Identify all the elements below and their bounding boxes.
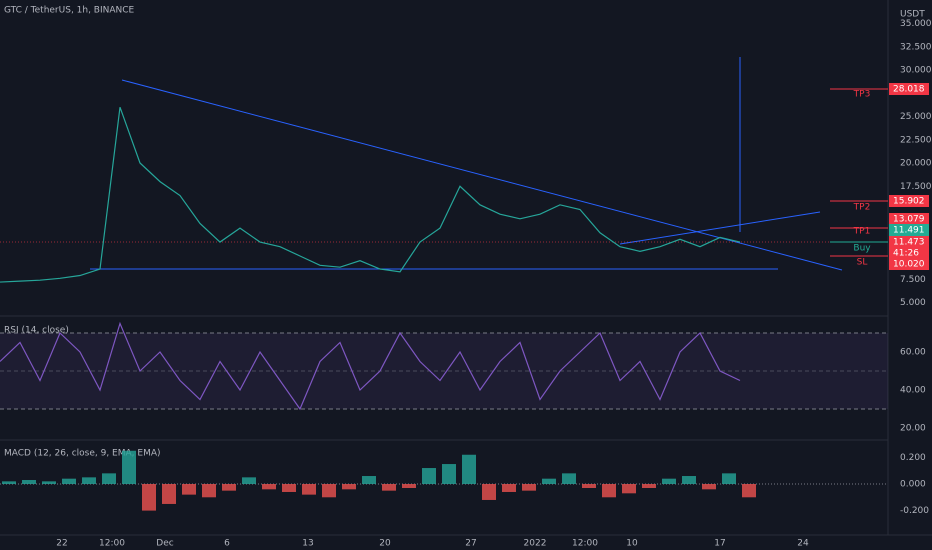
time-tick: 13	[302, 539, 313, 549]
time-tick: 12:00	[99, 539, 125, 549]
macd-bar	[142, 484, 156, 511]
time-tick: 27	[465, 539, 476, 549]
trend-line	[619, 211, 821, 245]
macd-bar	[22, 480, 36, 484]
price-tick: 35.000	[900, 19, 932, 29]
price-tick: 22.500	[900, 135, 932, 145]
price-label-bg	[889, 247, 929, 259]
price-label-bg	[889, 195, 929, 207]
macd-bar	[262, 484, 276, 490]
currency: USDT	[900, 10, 925, 20]
time-tick: 22	[56, 539, 67, 549]
price-tick: 5.000	[900, 298, 926, 308]
price-label: 10.020	[893, 260, 925, 270]
macd-bar	[82, 477, 96, 484]
price-label: 11.491	[893, 226, 925, 236]
macd-bar	[362, 476, 376, 484]
macd-tick: 0.000	[900, 480, 926, 490]
price-label: 13.079	[893, 215, 925, 225]
macd-bar	[222, 484, 236, 491]
price-label-bg	[889, 83, 929, 95]
macd-bar	[282, 484, 296, 492]
price-tick: 20.000	[900, 159, 932, 169]
macd-bar	[402, 484, 416, 488]
macd-bar	[382, 484, 396, 491]
level-label: TP2	[853, 203, 871, 213]
rsi-tick: 40.00	[900, 386, 926, 396]
macd-bar	[562, 473, 576, 484]
macd-bar	[182, 484, 196, 495]
macd-bar	[62, 478, 76, 484]
time-tick: 6	[224, 539, 230, 549]
price-tick: 17.500	[900, 182, 932, 192]
rsi-line	[0, 321, 741, 411]
time-tick: 24	[797, 539, 809, 549]
price-label-bg	[889, 224, 929, 236]
rsi-tick: 20.00	[900, 424, 926, 434]
price-label: 15.902	[893, 197, 925, 207]
macd-bar	[2, 481, 16, 484]
macd-bar	[482, 484, 496, 500]
macd-tick: -0.200	[900, 506, 929, 516]
price-label: 41:26	[893, 249, 919, 259]
macd-bar	[342, 484, 356, 490]
price-label-bg	[889, 236, 929, 248]
level-label: TP3	[853, 90, 871, 100]
symbol-title[interactable]: GTC / TetherUS, 1h, BINANCE	[4, 6, 135, 16]
macd-bar	[422, 468, 436, 484]
macd-bar	[522, 484, 536, 491]
time-tick: 20	[379, 539, 391, 549]
level-label: SL	[857, 258, 868, 268]
macd-bar	[102, 473, 116, 484]
macd-bar	[662, 478, 676, 484]
price-tick: 32.500	[900, 42, 932, 52]
level-label: TP1	[853, 227, 871, 237]
macd-bar	[442, 464, 456, 484]
macd-bar	[622, 484, 636, 494]
macd-bar	[582, 484, 596, 488]
time-tick: 12:00	[572, 539, 598, 549]
macd-title[interactable]: MACD (12, 26, close, 9, EMA, EMA)	[4, 449, 161, 459]
time-tick: Dec	[156, 539, 173, 549]
macd-tick: 0.200	[900, 453, 926, 463]
macd-bar	[602, 484, 616, 498]
macd-bar	[682, 476, 696, 484]
price-tick: 25.000	[900, 112, 932, 122]
macd-bar	[742, 484, 756, 498]
macd-bar	[322, 484, 336, 498]
macd-bar	[162, 484, 176, 504]
macd-bar	[42, 481, 56, 484]
price-line	[0, 106, 741, 283]
macd-bar	[542, 478, 556, 484]
time-tick: 17	[714, 539, 725, 549]
rsi-title[interactable]: RSI (14, close)	[4, 326, 69, 336]
macd-bar	[702, 484, 716, 490]
time-tick: 10	[626, 539, 638, 549]
price-label: 28.018	[893, 85, 925, 95]
macd-bar	[242, 477, 256, 484]
level-label: Buy	[853, 244, 871, 254]
macd-bar	[202, 484, 216, 498]
macd-bar	[722, 473, 736, 484]
macd-bar	[122, 450, 136, 484]
price-tick: 30.000	[900, 66, 932, 76]
macd-bar	[462, 454, 476, 484]
macd-bar	[302, 484, 316, 495]
price-label-bg	[889, 258, 929, 270]
rsi-tick: 60.00	[900, 348, 926, 358]
price-tick: 7.500	[900, 275, 926, 285]
macd-bar	[642, 484, 656, 488]
time-tick: 2022	[524, 539, 547, 549]
macd-bar	[502, 484, 516, 492]
price-label: 11.473	[893, 238, 925, 248]
price-label-bg	[889, 213, 929, 225]
